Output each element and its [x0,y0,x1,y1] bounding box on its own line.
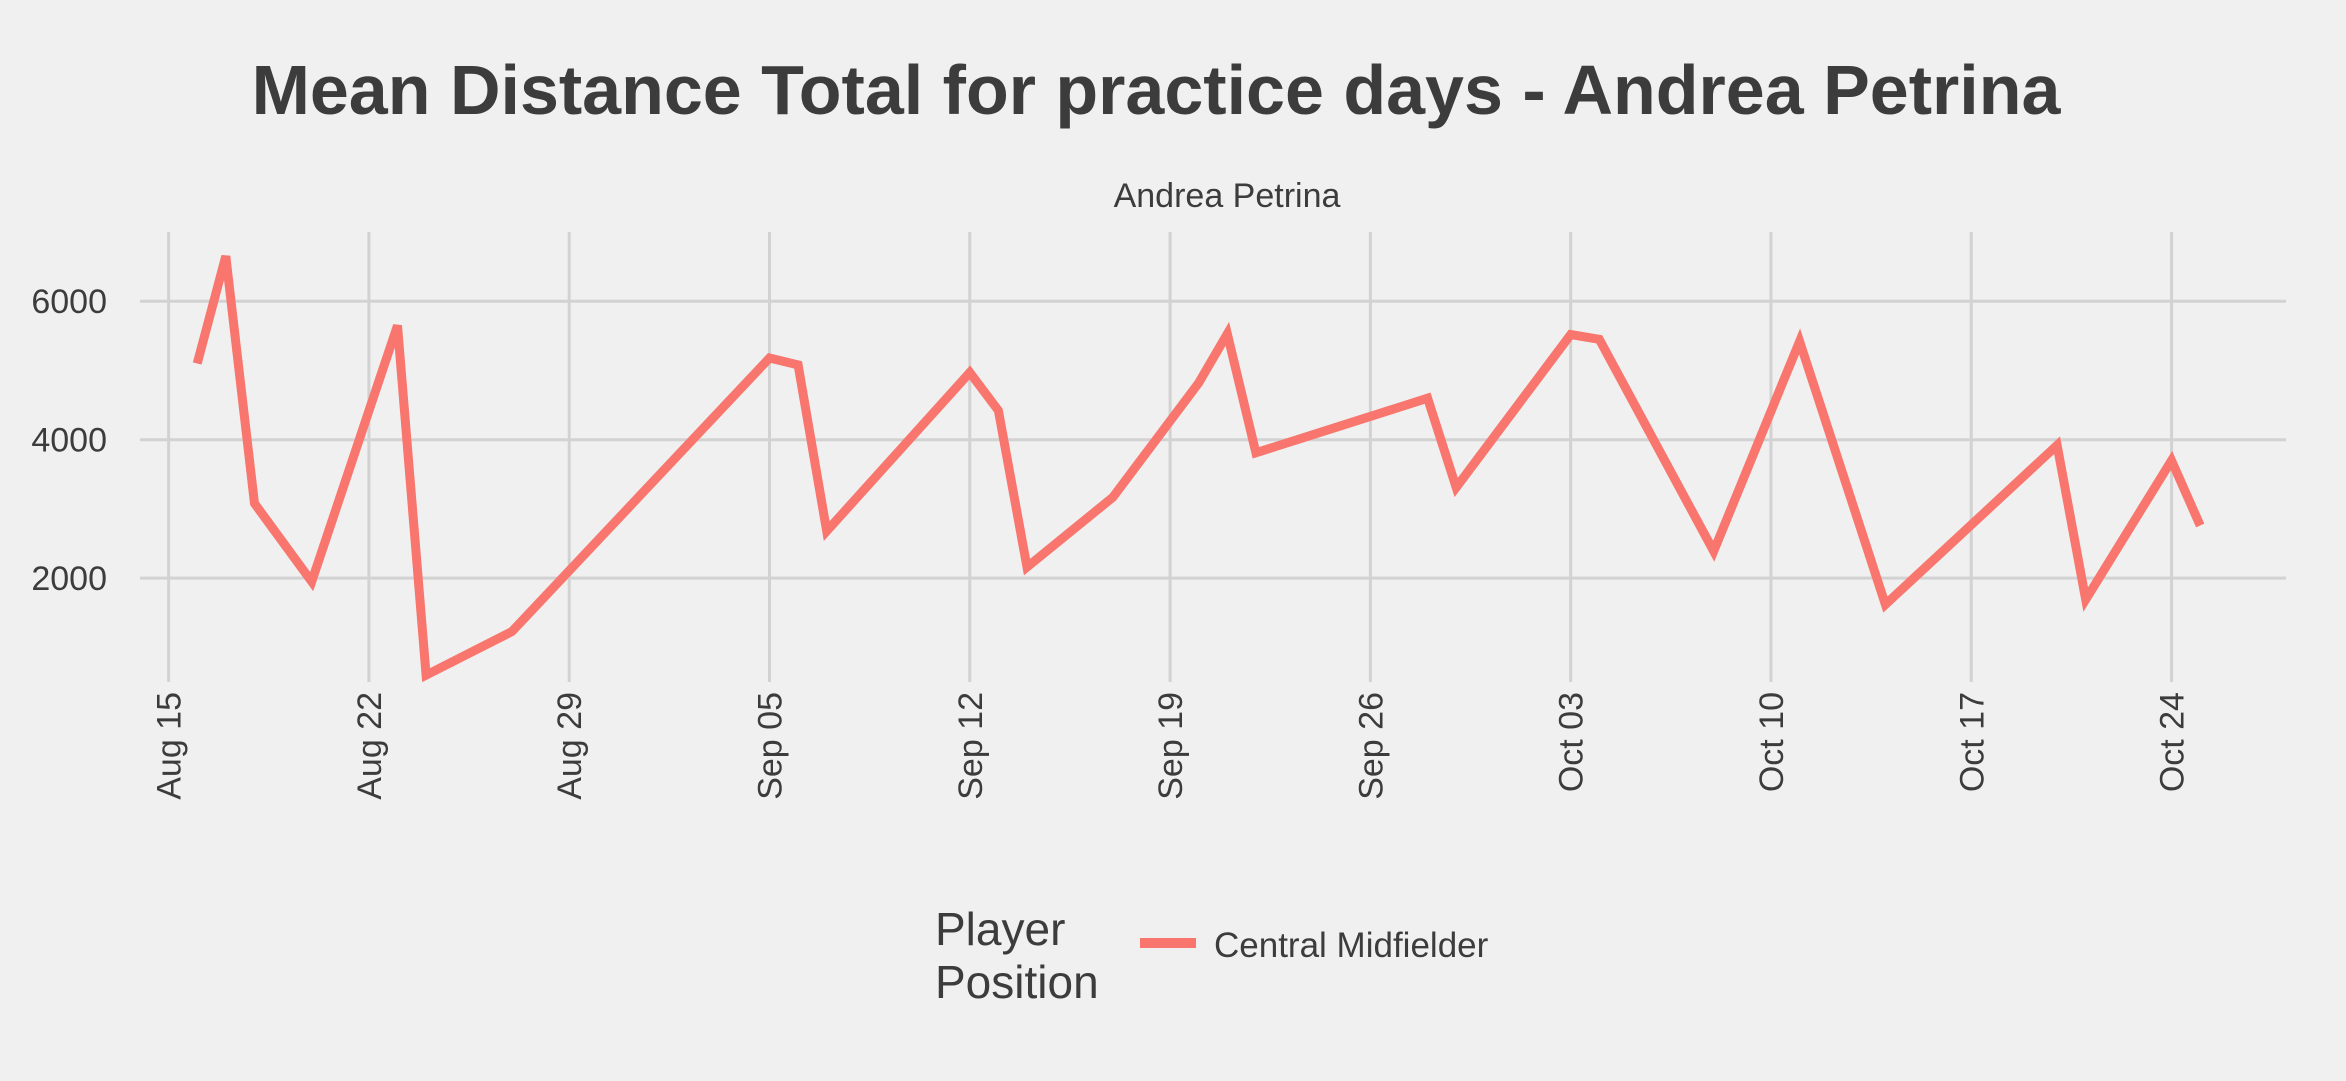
legend: Player Position Central Midfielder [935,903,1489,1008]
x-tick-label: Oct 24 [2154,692,2192,792]
series-layer [192,255,2205,683]
y-tick-label: 4000 [31,422,107,460]
x-tick-label: Sep 26 [1352,692,1390,800]
legend-label: Central Midfielder [1214,926,1489,965]
y-tick-label: 2000 [31,560,107,598]
series-line-central-midfielder [192,255,2205,683]
facet-label: Andrea Petrina [1114,177,1341,215]
x-tick-label: Oct 17 [1953,692,1991,792]
x-tick-label: Sep 05 [751,692,789,800]
x-tick-label: Aug 29 [551,692,589,800]
legend-title-line-1: Player [935,903,1065,955]
x-tick-label: Sep 12 [952,692,990,800]
legend-title-line-2: Position [935,956,1099,1008]
y-tick-label: 6000 [31,283,107,321]
chart-title: Mean Distance Total for practice days - … [252,51,2062,129]
x-tick-label: Aug 15 [151,692,189,800]
x-axis-tick-labels: Aug 15 Aug 22 Aug 29 Sep 05 Sep 12 Sep 19 Sep … [151,692,2192,800]
x-tick-label: Oct 10 [1753,692,1791,792]
x-tick-label: Sep 19 [1152,692,1190,800]
x-gridlines [167,232,2174,682]
y-axis-tick-labels: 2000 4000 6000 [31,283,107,598]
x-tick-label: Oct 03 [1553,692,1591,792]
x-tick-label: Aug 22 [351,692,389,800]
y-gridlines [140,299,2286,580]
